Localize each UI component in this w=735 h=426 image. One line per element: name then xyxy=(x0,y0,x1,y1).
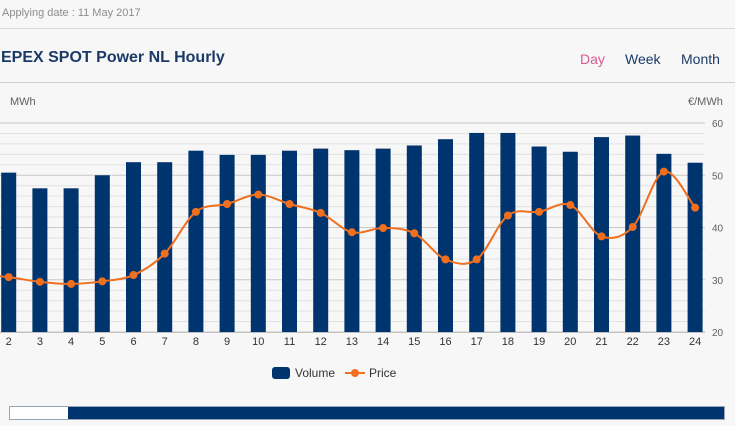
tab-month[interactable]: Month xyxy=(681,51,720,67)
x-tick-label: 8 xyxy=(193,336,199,348)
volume-bar xyxy=(344,150,360,332)
volume-bar xyxy=(500,132,516,332)
volume-bar xyxy=(32,188,48,332)
price-point xyxy=(67,279,76,288)
price-point xyxy=(659,167,668,176)
volume-bar xyxy=(157,162,173,332)
price-point xyxy=(191,207,200,216)
right-axis-unit: €/MWh xyxy=(688,96,723,108)
volume-bar xyxy=(687,162,703,332)
x-tick-label: 24 xyxy=(689,336,701,348)
legend-price[interactable]: Price xyxy=(345,366,396,380)
x-tick-label: 23 xyxy=(658,336,670,348)
chart-area: 2 3 4 5 6 7 8 9 10 11 12 13 14 15 16 17 18 19 20 21 22 23 2420… xyxy=(0,119,724,348)
volume-bar xyxy=(63,188,79,332)
price-point xyxy=(347,228,356,237)
volume-bar xyxy=(406,145,422,332)
y-tick-label: 20 xyxy=(712,328,724,339)
legend-volume-label: Volume xyxy=(295,366,336,380)
volume-bar xyxy=(625,135,641,332)
price-point xyxy=(129,271,138,280)
price-point xyxy=(691,203,700,212)
x-tick-label: 16 xyxy=(439,336,451,348)
page-title: EPEX SPOT Power NL Hourly xyxy=(1,49,225,66)
tab-week[interactable]: Week xyxy=(625,51,661,67)
navigator-selected-range[interactable] xyxy=(68,407,724,419)
volume-bar xyxy=(219,154,235,332)
volume-bar xyxy=(438,139,453,332)
x-tick-label: 15 xyxy=(408,336,420,348)
price-point xyxy=(98,277,107,286)
x-tick-label: 12 xyxy=(315,336,327,348)
x-tick-label: 18 xyxy=(502,336,514,348)
price-point xyxy=(441,255,450,264)
x-tick-label: 17 xyxy=(471,336,483,348)
x-tick-label: 10 xyxy=(252,336,264,348)
price-point xyxy=(254,190,263,199)
price-point xyxy=(628,222,637,231)
price-point xyxy=(223,199,232,208)
tab-day[interactable]: Day xyxy=(580,51,605,67)
y-tick-label: 30 xyxy=(712,276,724,287)
price-point xyxy=(316,208,325,217)
applying-date: Applying date : 11 May 2017 xyxy=(2,7,141,19)
volume-bar xyxy=(188,150,204,332)
price-point xyxy=(566,201,575,210)
price-point xyxy=(285,199,294,208)
x-tick-label: 19 xyxy=(533,336,545,348)
left-axis-unit: MWh xyxy=(10,96,36,108)
x-tick-label: 14 xyxy=(377,336,389,348)
volume-bar xyxy=(1,172,17,332)
volume-bar xyxy=(250,154,266,332)
x-tick-label: 9 xyxy=(224,336,230,348)
x-tick-label: 6 xyxy=(130,336,136,348)
price-point xyxy=(503,211,512,220)
volume-bar xyxy=(469,132,485,332)
legend-volume[interactable]: Volume xyxy=(272,366,335,380)
price-point xyxy=(535,207,544,216)
x-tick-label: 5 xyxy=(99,336,105,348)
range-navigator[interactable] xyxy=(9,406,725,420)
volume-bar xyxy=(375,148,391,332)
price-point xyxy=(35,277,44,286)
x-tick-label: 3 xyxy=(37,336,43,348)
y-tick-label: 60 xyxy=(712,119,724,130)
volume-bar xyxy=(313,148,329,332)
x-tick-label: 22 xyxy=(627,336,639,348)
volume-bar xyxy=(656,153,672,332)
volume-bar xyxy=(531,146,547,332)
x-tick-label: 13 xyxy=(346,336,358,348)
price-swatch-icon xyxy=(345,367,365,379)
x-tick-label: 7 xyxy=(162,336,168,348)
volume-bar xyxy=(562,151,578,332)
legend-price-label: Price xyxy=(369,366,397,380)
volume-bar xyxy=(282,150,297,332)
volume-swatch-icon xyxy=(272,367,290,379)
x-tick-label: 21 xyxy=(595,336,607,348)
volume-bar xyxy=(126,162,141,332)
x-tick-label: 20 xyxy=(564,336,576,348)
price-point xyxy=(4,273,13,282)
price-point xyxy=(160,249,169,258)
x-tick-label: 11 xyxy=(284,336,295,348)
price-point xyxy=(597,232,606,241)
y-tick-label: 40 xyxy=(712,224,724,235)
volume-bar xyxy=(94,175,110,332)
price-point xyxy=(410,229,419,238)
y-tick-label: 50 xyxy=(712,171,724,182)
chart-header: EPEX SPOT Power NL Hourly Day Week Month xyxy=(0,28,735,83)
x-tick-label: 4 xyxy=(68,336,74,348)
price-point xyxy=(379,224,388,233)
price-point xyxy=(472,255,481,264)
x-tick-label: 2 xyxy=(6,336,12,348)
